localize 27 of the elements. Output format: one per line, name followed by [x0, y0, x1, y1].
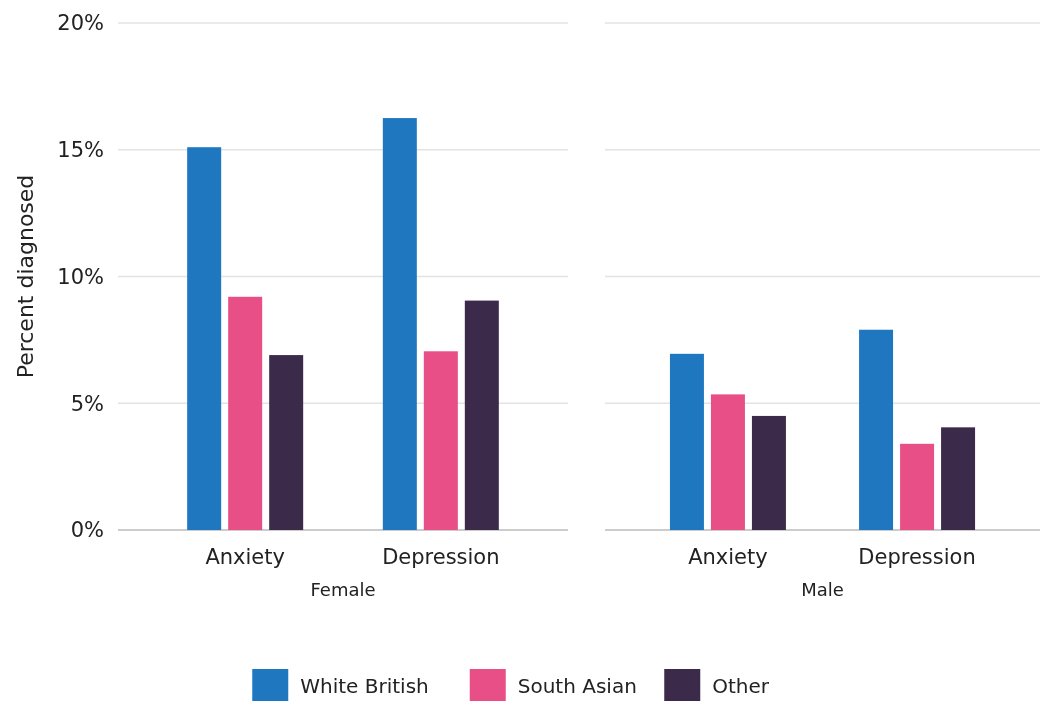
- x-tick-label: Anxiety: [688, 545, 768, 569]
- bar: [187, 147, 222, 530]
- legend-label: Other: [712, 674, 770, 698]
- x-tick-label: Anxiety: [205, 545, 285, 569]
- bar: [423, 351, 458, 530]
- bar: [710, 394, 745, 530]
- y-axis-title: Percent diagnosed: [13, 174, 38, 379]
- x-axis-title: Female: [310, 579, 376, 600]
- bar: [751, 415, 786, 530]
- bar: [941, 427, 976, 530]
- bar: [228, 296, 263, 530]
- x-axis-title: Male: [801, 579, 844, 600]
- bar: [900, 443, 935, 530]
- y-tick-label: 15%: [57, 138, 104, 163]
- x-tick-label: Depression: [382, 545, 500, 569]
- legend-label: South Asian: [517, 674, 637, 698]
- bar: [669, 353, 704, 530]
- bar: [859, 329, 894, 530]
- bar: [269, 355, 304, 530]
- bar: [382, 118, 417, 530]
- bar: [464, 300, 499, 530]
- y-tick-label: 0%: [70, 518, 104, 543]
- y-tick-label: 10%: [57, 264, 104, 289]
- legend-label: White British: [300, 674, 429, 698]
- y-tick-label: 5%: [70, 391, 104, 416]
- y-tick-label: 20%: [57, 11, 104, 36]
- x-tick-label: Depression: [858, 545, 976, 569]
